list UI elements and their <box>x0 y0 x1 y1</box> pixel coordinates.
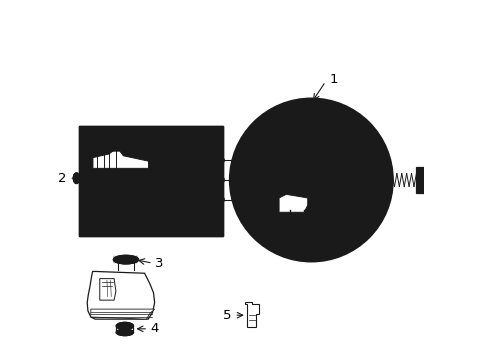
Bar <box>93 168 148 188</box>
Text: 1: 1 <box>329 73 338 86</box>
Circle shape <box>261 144 333 216</box>
Ellipse shape <box>212 172 220 184</box>
Ellipse shape <box>100 141 112 154</box>
Polygon shape <box>87 271 155 319</box>
Bar <box>93 168 148 188</box>
Polygon shape <box>100 279 116 300</box>
Polygon shape <box>91 309 155 319</box>
Ellipse shape <box>97 147 104 151</box>
Ellipse shape <box>188 171 198 185</box>
Circle shape <box>281 149 342 211</box>
Ellipse shape <box>185 168 201 189</box>
Polygon shape <box>245 302 259 327</box>
Bar <box>79 126 223 235</box>
Ellipse shape <box>209 169 222 188</box>
Bar <box>79 126 223 235</box>
Circle shape <box>229 98 394 262</box>
Text: 4: 4 <box>151 322 159 335</box>
Polygon shape <box>93 151 148 168</box>
Ellipse shape <box>116 329 133 336</box>
Ellipse shape <box>109 213 119 221</box>
Ellipse shape <box>176 167 182 189</box>
Ellipse shape <box>89 168 98 188</box>
Text: 5: 5 <box>223 309 231 322</box>
Circle shape <box>143 153 147 158</box>
Ellipse shape <box>113 255 139 264</box>
Bar <box>416 167 434 193</box>
Polygon shape <box>279 194 308 212</box>
Text: 2: 2 <box>58 172 67 185</box>
Ellipse shape <box>109 147 116 151</box>
Ellipse shape <box>116 322 133 329</box>
Text: 3: 3 <box>155 257 164 270</box>
Ellipse shape <box>100 154 112 159</box>
Bar <box>148 167 179 189</box>
Bar <box>148 167 179 189</box>
Ellipse shape <box>73 173 80 184</box>
